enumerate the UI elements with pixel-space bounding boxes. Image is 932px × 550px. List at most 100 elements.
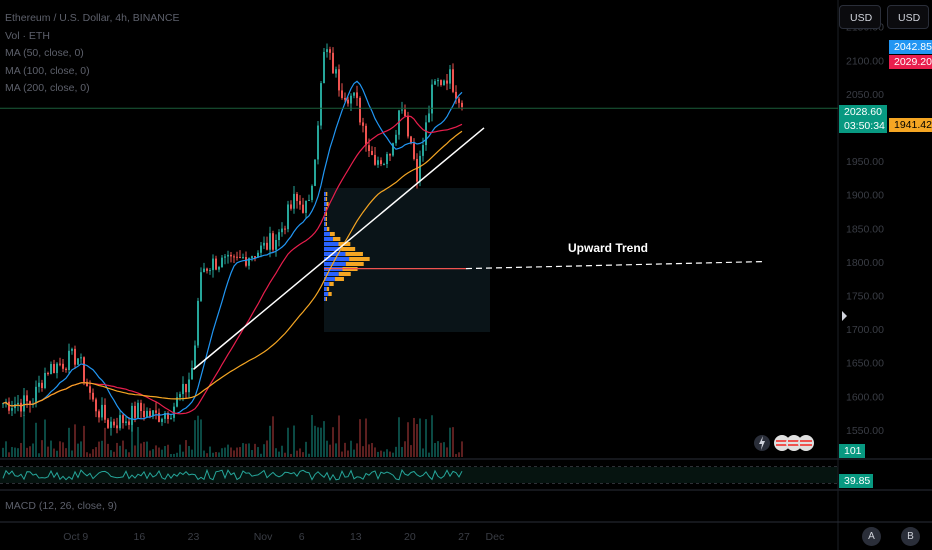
volume-bar <box>167 444 169 457</box>
volume-bar <box>218 452 220 457</box>
candle-body <box>338 69 340 91</box>
volume-bar <box>356 443 358 457</box>
candle-body <box>83 357 85 382</box>
candle-body <box>71 348 73 351</box>
volume-bar <box>212 452 214 457</box>
candle-body <box>278 232 280 240</box>
candle-body <box>353 92 355 96</box>
indicator-ma100[interactable]: MA (100, close, 0) <box>5 64 90 77</box>
candle-body <box>188 379 190 393</box>
volume-bar <box>176 452 178 457</box>
volume-bar <box>116 442 118 457</box>
volume-profile <box>324 188 490 332</box>
x-tick-label: 23 <box>188 531 200 543</box>
volume-bar <box>434 442 436 457</box>
volume-bar <box>206 453 208 457</box>
profile-bar-blue <box>324 222 326 226</box>
candle-body <box>287 204 289 230</box>
candle-body <box>218 267 220 270</box>
candle-body <box>95 399 97 412</box>
candle-body <box>239 257 241 259</box>
volume-bar <box>293 425 295 457</box>
volume-bar <box>113 451 115 457</box>
candle-body <box>404 109 406 117</box>
profile-bar-orange <box>325 207 327 211</box>
indicator-ma200[interactable]: MA (200, close, 0) <box>5 82 90 94</box>
volume-bar <box>386 449 388 457</box>
symbol-title[interactable]: Ethereum / U.S. Dollar, 4h, BINANCE <box>5 12 180 24</box>
candle-body <box>251 256 253 259</box>
volume-bar <box>188 446 190 457</box>
volume-bar <box>26 447 28 457</box>
profile-bar-orange <box>326 287 330 291</box>
profile-bar-orange <box>345 262 364 266</box>
volume-bar <box>194 420 196 457</box>
candle-body <box>386 154 388 165</box>
candle-body <box>452 69 454 92</box>
candle-body <box>86 381 88 387</box>
indicator-volume[interactable]: Vol · ETH <box>5 29 50 42</box>
candle-body <box>2 403 4 405</box>
profile-bar-blue <box>324 277 335 281</box>
profile-bar-orange <box>325 222 327 226</box>
volume-bar <box>260 453 262 457</box>
volume-bar <box>266 440 268 457</box>
y-tick-label: 1700.00 <box>846 324 884 336</box>
volume-bar <box>179 444 181 457</box>
trend-label[interactable]: Upward Trend <box>568 241 649 255</box>
volume-bar <box>416 424 418 457</box>
candle-body <box>209 270 211 272</box>
event-icons[interactable] <box>754 432 814 454</box>
candle-body <box>203 268 205 273</box>
candle-body <box>269 233 271 250</box>
volume-bar <box>269 425 271 457</box>
auto-scale-button[interactable]: A <box>862 527 881 546</box>
volume-bar <box>401 446 403 457</box>
candle-body <box>392 143 394 156</box>
volume-bar <box>41 440 43 457</box>
candle-body <box>8 401 10 411</box>
candle-body <box>266 242 268 250</box>
candle-body <box>308 199 310 201</box>
indicator-ma50[interactable]: MA (50, close, 0) <box>5 47 84 59</box>
candle-body <box>164 412 166 419</box>
log-scale-button[interactable]: B <box>901 527 920 546</box>
profile-bar-orange <box>325 192 328 196</box>
volume-bar <box>398 417 400 457</box>
currency-button-2[interactable]: USD <box>887 5 929 29</box>
us-event-icon-2[interactable] <box>786 435 802 451</box>
currency-button-1[interactable]: USD <box>839 5 881 29</box>
chart-legend: Ethereum / U.S. Dollar, 4h, BINANCE Vol … <box>5 10 179 98</box>
candle-body <box>245 257 247 266</box>
us-event-icon-3[interactable] <box>798 435 814 451</box>
profile-bar-blue <box>324 237 333 241</box>
volume-bar <box>149 450 151 457</box>
volume-bar <box>299 448 301 457</box>
candle-body <box>215 258 217 270</box>
us-event-icon-1[interactable] <box>774 435 790 451</box>
profile-bar-orange <box>325 297 327 301</box>
profile-bar-orange <box>326 202 329 206</box>
x-tick-label: 27 <box>458 531 470 543</box>
scroll-right-icon[interactable] <box>842 311 847 321</box>
candle-body <box>77 358 79 365</box>
y-tick-label: 2100.00 <box>846 55 884 67</box>
y-tick-label: 1550.00 <box>846 425 884 437</box>
volume-bar <box>341 451 343 457</box>
volume-bar <box>413 417 415 457</box>
candle-body <box>248 258 250 266</box>
candle-body <box>344 97 346 100</box>
profile-bar-orange <box>325 212 327 216</box>
y-tick-label: 2050.00 <box>846 89 884 101</box>
volume-bar <box>353 449 355 457</box>
flash-glyph-icon <box>759 436 765 450</box>
volume-bar <box>92 449 94 457</box>
volume-bar <box>254 443 256 457</box>
candle-body <box>254 256 256 258</box>
candle-body <box>323 51 325 84</box>
volume-bar <box>326 440 328 457</box>
candle-body <box>446 80 448 84</box>
volume-bar <box>125 449 127 457</box>
macd-indicator-label[interactable]: MACD (12, 26, close, 9) <box>5 500 118 512</box>
